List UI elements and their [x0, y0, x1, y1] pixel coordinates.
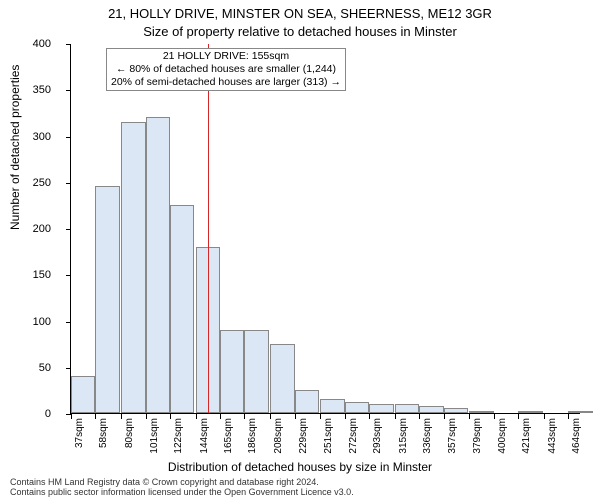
histogram-bar	[71, 376, 95, 413]
annotation-line1: 21 HOLLY DRIVE: 155sqm	[111, 50, 341, 63]
histogram-bar	[395, 404, 419, 413]
plot-frame: 37sqm58sqm80sqm101sqm122sqm144sqm165sqm1…	[70, 44, 580, 414]
annotation-line3: 20% of semi-detached houses are larger (…	[111, 76, 341, 89]
histogram-bar	[121, 122, 145, 413]
histogram-bar	[369, 404, 393, 413]
histogram-bar	[469, 411, 493, 413]
histogram-bar	[244, 330, 268, 413]
annotation-box: 21 HOLLY DRIVE: 155sqm← 80% of detached …	[106, 48, 346, 91]
footer-line-2: Contains public sector information licen…	[10, 488, 354, 498]
attribution-footer: Contains HM Land Registry data © Crown c…	[10, 478, 354, 498]
histogram-bar	[270, 344, 294, 413]
y-tick-label: 100	[21, 316, 51, 328]
histogram-bar	[444, 408, 468, 413]
y-tick-label: 300	[21, 131, 51, 143]
y-tick-label: 50	[21, 362, 51, 374]
y-tick-label: 150	[21, 269, 51, 281]
histogram-bar	[568, 411, 592, 413]
histogram-bar	[518, 411, 542, 413]
x-axis-label: Distribution of detached houses by size …	[0, 460, 600, 474]
histogram-bar	[170, 205, 194, 413]
y-tick-label: 250	[21, 177, 51, 189]
y-axis-label: Number of detached properties	[8, 65, 22, 230]
histogram-bar	[419, 406, 443, 413]
y-tick-label: 0	[21, 408, 51, 420]
y-tick-label: 350	[21, 84, 51, 96]
histogram-bar	[345, 402, 369, 413]
histogram-bar	[95, 186, 119, 413]
plot-area: 37sqm58sqm80sqm101sqm122sqm144sqm165sqm1…	[70, 44, 580, 414]
chart-container: 21, HOLLY DRIVE, MINSTER ON SEA, SHEERNE…	[0, 0, 600, 500]
histogram-bar	[220, 330, 244, 413]
chart-title-address: 21, HOLLY DRIVE, MINSTER ON SEA, SHEERNE…	[0, 6, 600, 21]
chart-subtitle: Size of property relative to detached ho…	[0, 24, 600, 39]
property-marker-line	[208, 44, 209, 413]
y-tick-label: 200	[21, 223, 51, 235]
histogram-bar	[146, 117, 170, 413]
histogram-bar	[320, 399, 344, 413]
histogram-bar	[295, 390, 319, 413]
annotation-line2: ← 80% of detached houses are smaller (1,…	[111, 63, 341, 76]
y-tick-label: 400	[21, 38, 51, 50]
